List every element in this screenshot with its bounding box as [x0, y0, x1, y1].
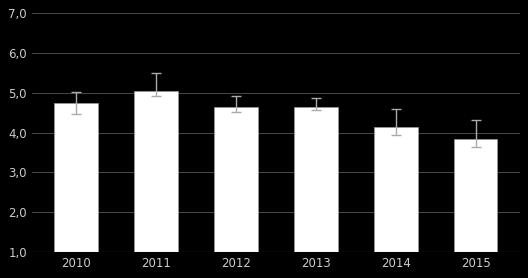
Bar	[54, 103, 98, 252]
Bar	[454, 138, 497, 252]
Bar	[214, 107, 258, 252]
Bar	[374, 126, 418, 252]
Bar	[134, 91, 178, 252]
Bar	[294, 107, 338, 252]
